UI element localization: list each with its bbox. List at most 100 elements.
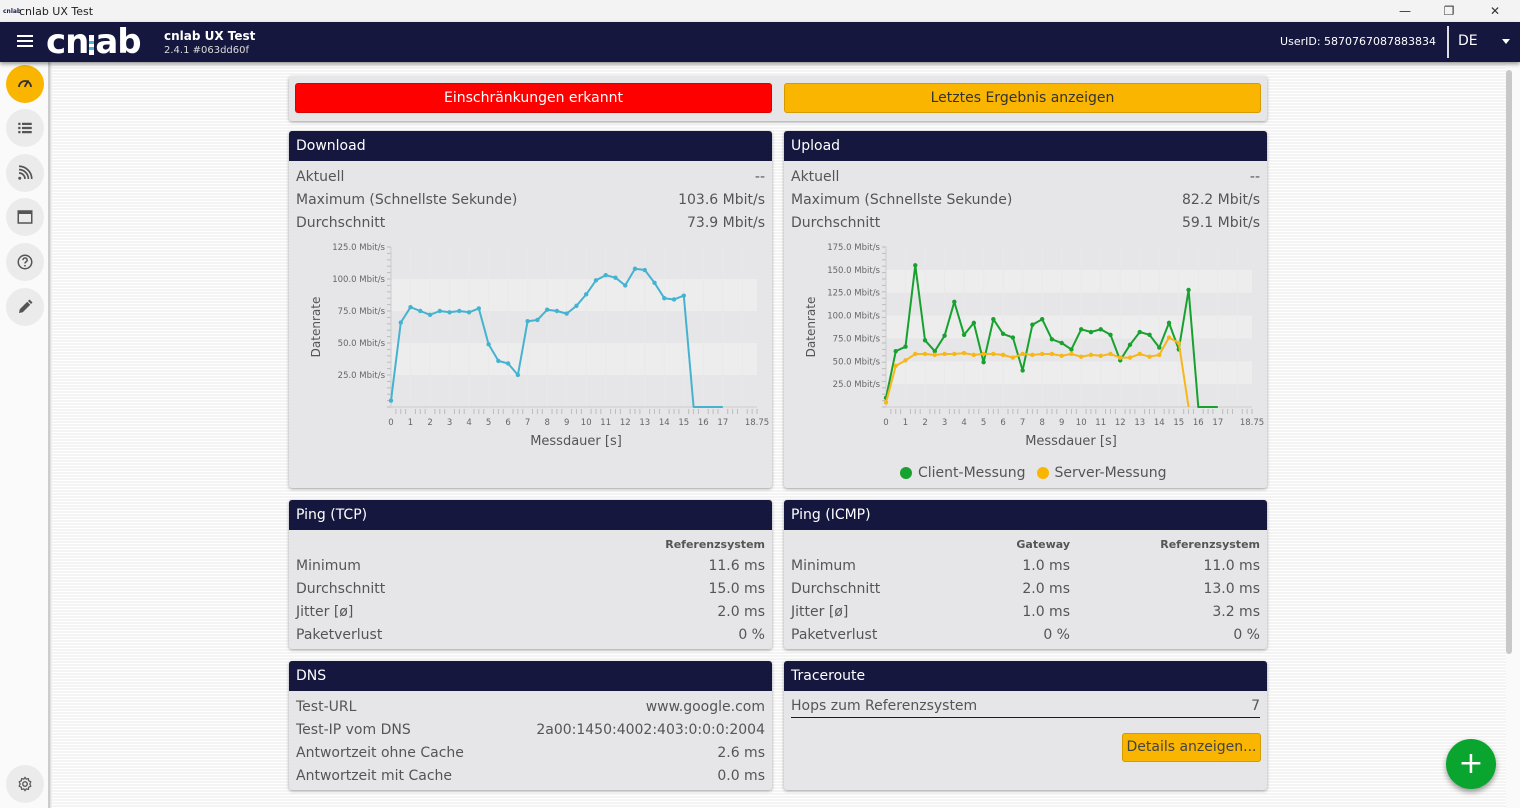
data-point [437, 308, 442, 314]
row-label: Minimum [791, 557, 856, 574]
app-name: cnlab UX Test [164, 29, 256, 43]
ping-tcp-title: Ping (TCP) [289, 500, 772, 530]
row-label: Test-URL [296, 698, 357, 715]
gear-icon [18, 776, 32, 792]
data-point [544, 307, 550, 312]
data-point [1127, 355, 1133, 360]
row-value: 2a00:1450:4002:403:0:0:0:2004 [536, 721, 765, 738]
data-point [1108, 332, 1113, 337]
hamburger-menu-icon[interactable] [17, 35, 33, 47]
data-point [1069, 347, 1074, 352]
data-point [681, 293, 686, 298]
data-point [1010, 335, 1016, 340]
details-button[interactable]: Details anzeigen... [1122, 733, 1261, 762]
x-tick-label: 18.75 [1240, 418, 1264, 428]
x-tick-label: 3 [942, 418, 947, 428]
data-point [1088, 329, 1094, 335]
data-point [952, 299, 957, 305]
row-ref: 11.0 ms [1203, 557, 1260, 574]
y-tick-label: 125.0 Mbit/s [827, 289, 880, 299]
y-tick-label: 25.0 Mbit/s [338, 371, 386, 381]
data-point [1137, 329, 1142, 335]
data-point [913, 351, 918, 357]
row-value: 7 [1251, 698, 1260, 714]
table-row: Test-IP vom DNS 2a00:1450:4002:403:0:0:0:… [296, 718, 765, 741]
scrollbar[interactable] [1506, 70, 1512, 654]
row-label: Jitter [ø] [296, 603, 354, 620]
row-ref: 13.0 ms [1203, 580, 1260, 597]
x-tick-label: 13 [639, 418, 650, 428]
x-tick-label: 14 [1154, 418, 1165, 428]
data-point [1147, 332, 1152, 337]
row-value: 2.6 ms [717, 744, 765, 761]
sidebar-item-edit[interactable] [6, 288, 44, 326]
legend-dot-client [900, 467, 912, 479]
traceroute-title: Traceroute [784, 661, 1267, 691]
restrictions-detected-button[interactable]: Einschränkungen erkannt [295, 83, 772, 113]
sidebar-item-help[interactable] [6, 243, 44, 281]
row-label: Durchschnitt [791, 214, 881, 231]
row-label: Paketverlust [791, 626, 878, 643]
add-test-button[interactable]: + [1446, 739, 1496, 789]
data-point [922, 351, 928, 357]
pencil-icon [19, 299, 33, 313]
download-chart-svg: 25.0 Mbit/s 50.0 Mbit/s 75.0 Mbit/s 100.0 M… [309, 243, 769, 449]
row-label: Maximum (Schnellste Sekunde) [296, 191, 518, 208]
row-ref: 0 % [1233, 626, 1260, 643]
chevron-down-icon[interactable] [1502, 39, 1510, 44]
data-point [1079, 327, 1084, 332]
data-point [971, 352, 977, 358]
data-point [991, 351, 996, 357]
speedometer-icon [18, 80, 32, 88]
x-tick-label: 9 [1059, 418, 1064, 428]
data-point [991, 317, 996, 322]
x-tick-label: 0 [883, 418, 888, 428]
row-value: 0.0 ms [717, 767, 765, 784]
close-icon[interactable]: ✕ [1489, 4, 1501, 18]
x-tick-label: 5 [486, 418, 491, 428]
data-point [584, 292, 589, 297]
row-value: 59.1 Mbit/s [1182, 214, 1260, 231]
row-ref: 3.2 ms [1212, 603, 1260, 620]
language-select[interactable]: DE [1458, 33, 1478, 49]
row-label: Durchschnitt [296, 580, 386, 597]
table-row: Paketverlust 0 % [296, 623, 765, 646]
data-point [398, 320, 403, 325]
data-point [623, 283, 628, 288]
data-point [961, 350, 967, 356]
row-label: Durchschnitt [791, 580, 881, 597]
x-tick-label: 7 [525, 418, 530, 428]
data-point [981, 360, 986, 365]
row-value: 15.0 ms [708, 580, 765, 597]
sidebar-item-settings[interactable] [6, 765, 44, 803]
dns-title: DNS [289, 661, 772, 691]
data-point [913, 263, 918, 268]
download-row-avg: Durchschnitt 73.9 Mbit/s [296, 211, 765, 234]
sidebar-item-results[interactable] [6, 109, 44, 147]
data-point [564, 311, 569, 316]
data-point [632, 266, 638, 271]
data-point [1147, 354, 1152, 359]
x-tick-label: 10 [581, 418, 592, 428]
data-point [1098, 327, 1103, 332]
status-card: Einschränkungen erkannt Letztes Ergebnis… [289, 76, 1267, 121]
window-title: cnlab UX Test [19, 4, 94, 18]
restore-icon[interactable]: ❐ [1443, 4, 1455, 18]
col-gateway: Gateway [1016, 538, 1070, 551]
x-tick-label: 6 [1000, 418, 1005, 428]
table-row: Jitter [ø] 2.0 ms [296, 600, 765, 623]
x-tick-label: 16 [698, 418, 709, 428]
sidebar-item-speedtest[interactable] [6, 65, 44, 103]
sidebar-item-browser[interactable] [6, 198, 44, 236]
download-chart: 25.0 Mbit/s 50.0 Mbit/s 75.0 Mbit/s 100.0 M… [289, 235, 772, 455]
last-result-button[interactable]: Letztes Ergebnis anzeigen [784, 83, 1261, 113]
data-point [1020, 351, 1025, 357]
minimize-icon[interactable]: — [1399, 4, 1411, 18]
ping-tcp-card: Ping (TCP) Referenzsystem Minimum 11.6 ms… [289, 500, 772, 649]
row-label: Aktuell [296, 168, 345, 185]
data-point [932, 349, 937, 354]
data-point [642, 267, 647, 273]
data-point [1030, 352, 1035, 358]
data-point [408, 304, 413, 310]
sidebar-item-wifi[interactable] [6, 154, 44, 192]
